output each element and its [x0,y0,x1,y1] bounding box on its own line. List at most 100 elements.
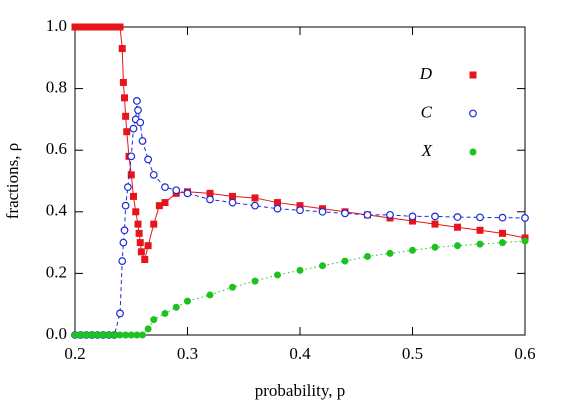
legend-label: C [421,102,433,121]
data-point [172,186,181,195]
data-point [274,271,281,279]
data-point [161,199,169,207]
x-tick-label: 0.5 [402,344,423,363]
data-point [118,257,127,265]
y-tick-label: 0.4 [46,201,68,220]
data-point [116,309,124,318]
y-axis-label: fractions, ρ [3,143,22,219]
data-point [127,152,136,161]
data-point [105,23,113,31]
data-point [99,23,107,31]
data-point [386,249,394,257]
data-point [123,183,132,192]
data-point [88,23,96,31]
data-point [476,240,484,248]
data-point [409,217,416,225]
data-point [119,78,127,86]
data-point [453,213,462,221]
legend-marker [469,71,477,79]
data-point [134,106,142,115]
data-point [116,23,124,31]
data-point [132,97,141,105]
data-point [133,331,141,339]
data-point [341,209,349,218]
data-point [144,155,153,164]
data-point [172,303,180,311]
legend-marker [469,148,477,156]
data-point [274,199,281,207]
data-point [150,220,158,228]
x-tick-label: 0.6 [514,344,535,363]
data-point [341,257,349,265]
data-point [139,331,146,339]
data-point [110,23,118,31]
data-point [120,226,129,235]
data-point [431,212,439,221]
data-point [183,189,192,198]
data-point [123,128,131,136]
plot-frame [74,26,526,336]
data-point [498,213,507,222]
data-point [110,331,118,339]
data-point [251,194,259,202]
data-point [149,170,158,179]
y-tick-label: 0.8 [46,78,67,97]
data-point [116,331,124,339]
data-point [138,137,147,145]
data-point [77,331,85,339]
data-point [118,45,126,53]
data-point [206,189,214,197]
data-point [409,246,416,254]
data-point [476,226,484,234]
y-tick-label: 0.6 [46,139,67,158]
data-point [71,331,79,339]
data-point [408,212,417,221]
data-point [77,23,85,31]
data-point [499,229,506,237]
data-point [296,202,304,210]
data-point [94,331,101,339]
legend-label: X [421,141,433,160]
data-point [229,192,236,200]
y-tick-label: 1.0 [46,16,67,35]
data-point [82,331,90,339]
data-point [99,331,107,339]
data-point [228,198,237,207]
data-point [454,223,461,231]
data-point [127,171,135,179]
data-point [206,195,214,204]
data-point [251,277,259,285]
data-point [121,201,130,210]
data-point [135,229,143,237]
data-point [130,192,137,200]
data-point [132,208,140,216]
legend-label: D [419,64,433,83]
data-point [122,112,130,120]
x-tick-label: 0.3 [177,344,198,363]
data-point [71,23,79,31]
data-point [296,206,304,215]
data-point [364,252,371,260]
data-point [144,325,152,333]
data-point [136,239,144,247]
data-point [273,204,282,213]
data-point [155,202,163,210]
data-point [319,262,326,270]
data-point [476,213,484,222]
data-point [431,243,439,251]
data-point [363,210,372,219]
data-point [150,316,158,324]
data-point [82,23,90,31]
data-point [454,242,461,250]
data-point [521,214,529,222]
data-point [119,238,128,247]
data-point [127,331,135,339]
data-point [137,248,145,256]
data-point [499,239,506,247]
x-tick-label: 0.4 [289,344,311,363]
data-point [129,124,138,133]
data-point [144,242,152,250]
data-point [386,210,394,219]
